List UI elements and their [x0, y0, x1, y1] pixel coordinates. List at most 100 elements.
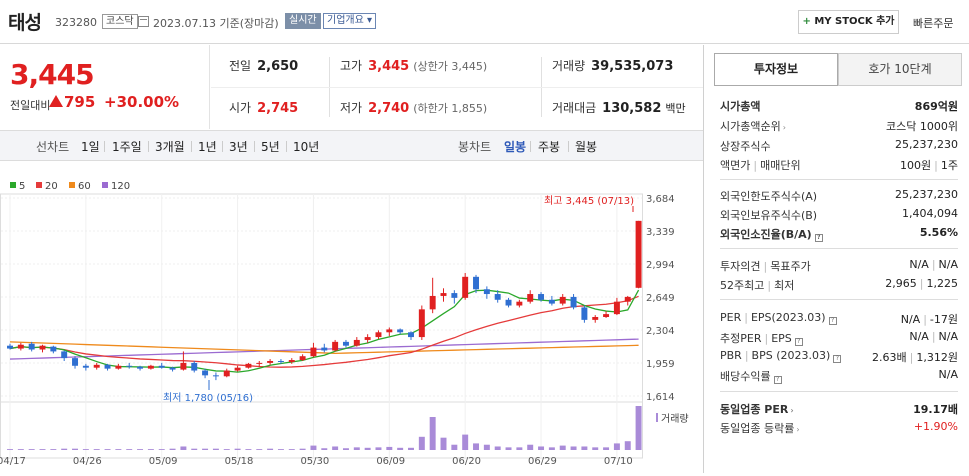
- trade-amount-value: 130,582: [602, 101, 662, 116]
- candle-body: [353, 339, 360, 346]
- info-row-industry-per[interactable]: 동일업종 PER › 19.17배: [720, 400, 958, 418]
- est-per-text: 추정PER: [720, 332, 762, 345]
- divider: [222, 141, 223, 152]
- quote-summary: 전일 2,650 고가 3,445 (상한가 3,445) 거래량 39,535,073…: [211, 45, 703, 129]
- candle-body: [72, 358, 79, 366]
- candle-body: [180, 362, 187, 370]
- separator: |: [923, 313, 927, 326]
- divider: [254, 141, 255, 152]
- low-value: 2,740: [368, 101, 410, 116]
- legend-label-5: 5: [19, 181, 25, 192]
- industry-per-value: 19.17배: [913, 403, 958, 416]
- period-3y[interactable]: 3년: [229, 140, 248, 154]
- volume-bar: [440, 437, 447, 450]
- foreign-hold-value: 1,404,094: [902, 207, 958, 220]
- volume-bar: [115, 449, 122, 450]
- period-10y[interactable]: 10년: [293, 140, 320, 154]
- week52-high-label: 52주최고: [720, 279, 765, 292]
- high-annotation: 최고 3,445 (07/13): [544, 195, 634, 207]
- help-icon[interactable]: ?: [814, 234, 823, 242]
- period-3m[interactable]: 3개월: [155, 140, 185, 154]
- volume-bar: [342, 448, 349, 450]
- tab-investment-info[interactable]: 투자정보: [714, 53, 838, 86]
- x-tick-label: 04/17: [0, 456, 26, 467]
- opinion-target-label: 투자의견 | 목표주가: [720, 258, 811, 274]
- opinion-value: N/A: [909, 258, 929, 271]
- plus-icon: +: [802, 16, 811, 27]
- info-row-market-cap-rank[interactable]: 시가총액순위 › 코스닥 1000위: [720, 117, 958, 135]
- est-eps-val: N/A: [938, 330, 958, 343]
- shares-value: 25,237,230: [895, 138, 958, 151]
- week52-low-label: 최저: [774, 279, 795, 292]
- par-unit-label: 액면가 | 매매단위: [720, 157, 801, 173]
- foreign-limit-label: 외국인한도주식수(A): [720, 190, 818, 203]
- help-icon[interactable]: ?: [773, 376, 782, 384]
- candle-daily[interactable]: 일봉: [504, 140, 527, 154]
- add-mystock-button[interactable]: + MY STOCK 추가: [798, 10, 899, 34]
- volume-bar: [592, 447, 599, 450]
- volume-bar: [137, 449, 144, 450]
- prev-close-value: 2,650: [257, 59, 299, 74]
- industry-rate-value: +1.90%: [913, 420, 958, 433]
- volume-bar: [635, 406, 642, 450]
- diff-value: 795: [64, 93, 96, 111]
- quick-order-button[interactable]: 빠른주문: [913, 17, 954, 30]
- y-tick-label: 1,959: [646, 359, 675, 370]
- est-per-label: 추정PER | EPS?: [720, 330, 803, 346]
- price-chart[interactable]: 5 20 60 120 3,684 3,339 2,994 2,649 2,304 1,959 1,…: [0, 162, 703, 473]
- tab-hoga-10[interactable]: 호가 10단계: [838, 53, 962, 86]
- divider: [104, 141, 105, 152]
- candle-body: [332, 341, 339, 351]
- diff-label: 전일대비: [10, 99, 51, 112]
- legend-swatch-5: [10, 182, 16, 188]
- volume-bar: [353, 447, 360, 450]
- divider: [568, 141, 569, 152]
- candle-body: [28, 343, 35, 350]
- candle-weekly[interactable]: 주봉: [538, 140, 561, 154]
- help-icon[interactable]: ?: [794, 338, 803, 346]
- y-tick-label: 2,649: [646, 293, 675, 304]
- candle-body: [115, 365, 122, 369]
- candle-body: [104, 364, 111, 369]
- separator: |: [909, 351, 914, 364]
- help-icon[interactable]: ?: [828, 317, 837, 325]
- company-overview-button[interactable]: 기업개요 ▾: [323, 13, 376, 29]
- candle-body: [418, 309, 425, 338]
- target-label: 목표주가: [770, 260, 811, 273]
- unit-value: 1주: [940, 159, 958, 172]
- market-cap-label: 시가총액: [720, 100, 761, 113]
- candle-body: [440, 293, 447, 296]
- period-5y[interactable]: 5년: [261, 140, 280, 154]
- x-tick-label: 05/09: [149, 456, 178, 467]
- x-tick-label: 05/18: [225, 456, 254, 467]
- candlestick-chart[interactable]: 5 20 60 120 3,684 3,339 2,994 2,649 2,304 1,959 1,…: [0, 162, 703, 473]
- period-1d[interactable]: 1일: [81, 140, 100, 154]
- bps-label: BPS (2023.03): [751, 349, 831, 362]
- volume-bar: [473, 443, 479, 450]
- week52-high-value: 2,965: [885, 277, 917, 290]
- separator: |: [931, 330, 936, 343]
- candle-chart-label: 봉차트: [458, 140, 492, 154]
- volume-bar: [483, 444, 490, 450]
- separator: |: [919, 277, 924, 290]
- candle-body: [50, 346, 57, 352]
- est-per-value: N/A | N/A: [909, 330, 958, 343]
- volume-bar: [375, 447, 382, 450]
- realtime-button[interactable]: 실시간: [285, 13, 321, 29]
- period-1y[interactable]: 1년: [198, 140, 217, 154]
- volume-bar: [17, 449, 24, 450]
- volume-bar: [408, 447, 414, 450]
- candle-monthly[interactable]: 월봉: [575, 140, 598, 154]
- volume-bar: [613, 443, 620, 450]
- divider: [720, 391, 958, 392]
- chart-period-bar: 선차트 1일 1주일 3개월 1년 3년 5년 10년 봉차트 일봉 주봉 월봉: [0, 130, 703, 161]
- per-value: N/A: [900, 313, 921, 326]
- help-icon[interactable]: ?: [833, 355, 842, 363]
- candle-body: [548, 299, 555, 304]
- info-row-industry-rate[interactable]: 동일업종 등락률 › +1.90%: [720, 419, 958, 437]
- market-cap-value: 869억원: [914, 100, 958, 113]
- period-1w[interactable]: 1주일: [112, 140, 142, 154]
- candle-body: [516, 301, 523, 306]
- diff-rate: +30.00%: [104, 93, 180, 111]
- volume-bar: [397, 447, 404, 450]
